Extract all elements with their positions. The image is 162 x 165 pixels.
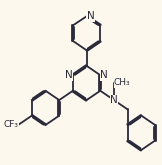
Text: N: N: [87, 11, 94, 21]
Text: CH₃: CH₃: [114, 79, 131, 87]
Text: N: N: [65, 70, 73, 80]
Text: CF₃: CF₃: [3, 120, 18, 130]
Text: N: N: [100, 70, 108, 80]
Text: N: N: [110, 95, 118, 105]
